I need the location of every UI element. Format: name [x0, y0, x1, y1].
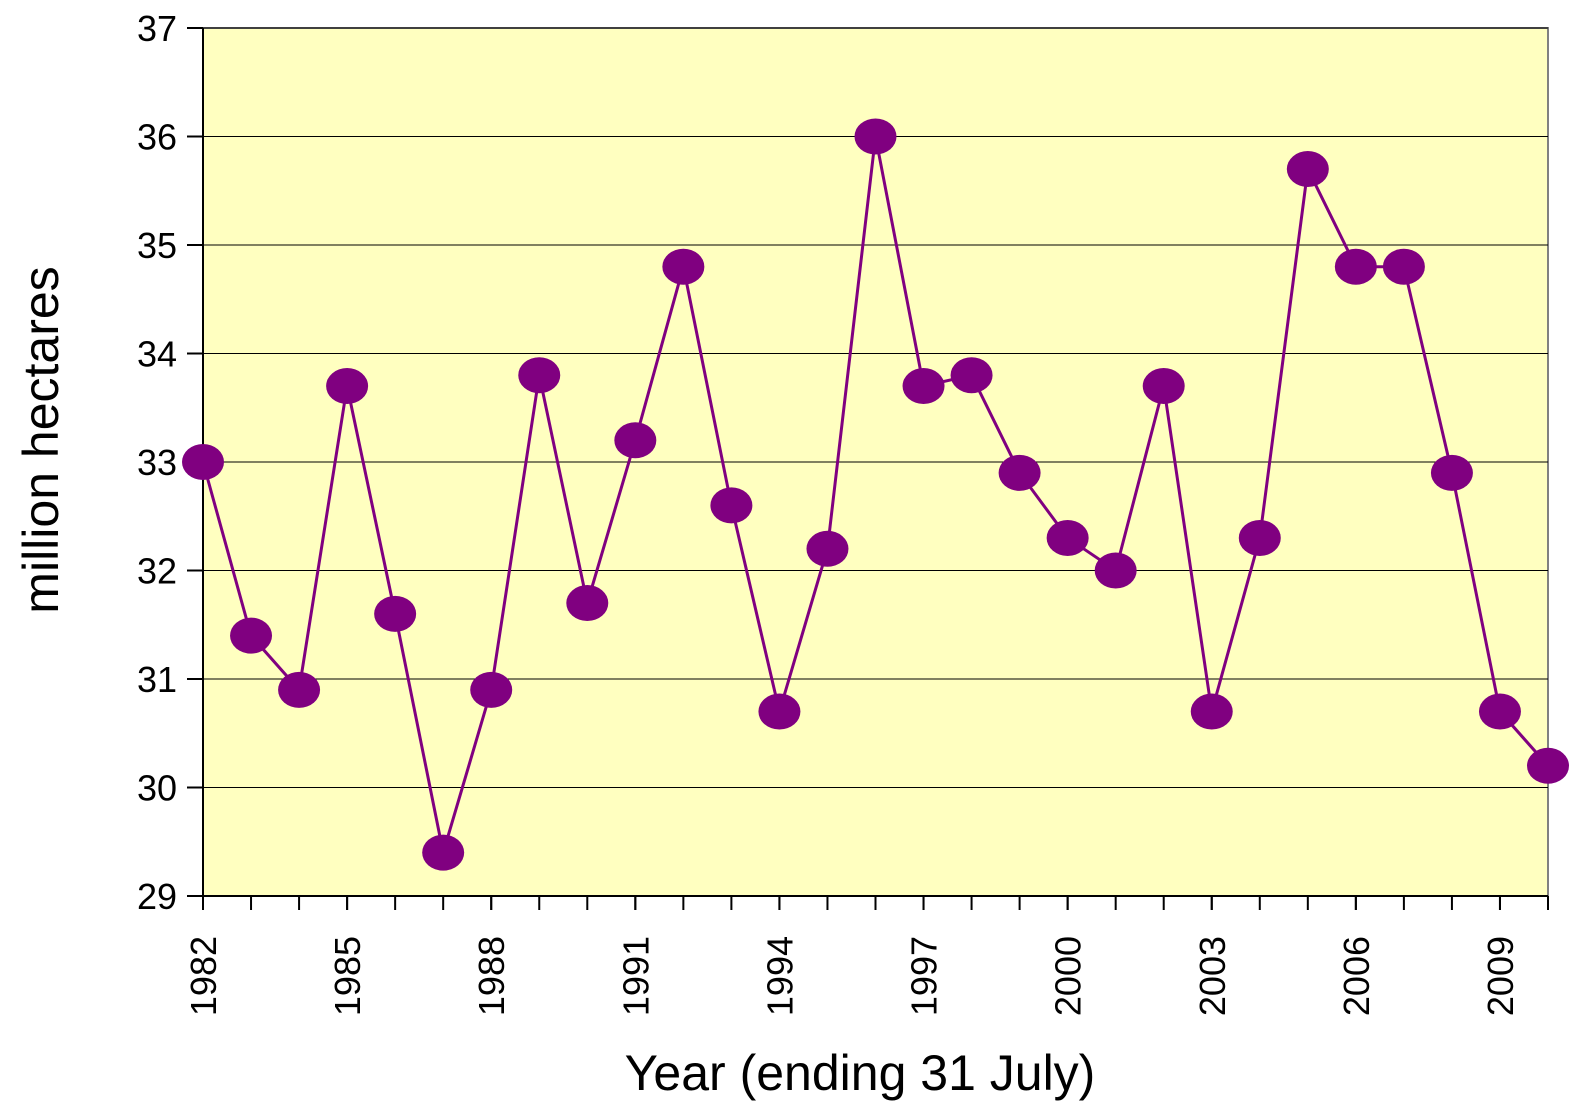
- data-point: [902, 368, 945, 405]
- data-point: [374, 595, 417, 632]
- data-point: [470, 671, 513, 708]
- data-point: [278, 671, 321, 708]
- data-point: [1382, 248, 1425, 285]
- y-tick-label: 34: [137, 334, 177, 375]
- x-tick-label: 1982: [183, 936, 224, 1016]
- data-point: [1238, 519, 1281, 556]
- data-point: [1334, 248, 1377, 285]
- y-tick-label: 33: [137, 442, 177, 483]
- data-point: [1142, 368, 1185, 405]
- x-tick-label: 2000: [1048, 936, 1089, 1016]
- data-point: [1527, 747, 1569, 784]
- x-axis-title: Year (ending 31 July): [625, 1045, 1096, 1101]
- data-point: [422, 834, 465, 871]
- data-point: [182, 444, 224, 480]
- y-tick-label: 32: [137, 551, 177, 592]
- data-point: [1094, 552, 1137, 589]
- data-point: [566, 585, 609, 622]
- data-point: [1478, 693, 1521, 730]
- data-point: [662, 248, 705, 285]
- y-tick-label: 30: [137, 768, 177, 809]
- y-tick-label: 31: [137, 659, 177, 700]
- data-point: [950, 357, 993, 394]
- data-point: [710, 487, 753, 524]
- data-point: [1190, 693, 1233, 730]
- data-point: [1430, 454, 1473, 491]
- data-point: [230, 617, 273, 654]
- x-tick-label: 1985: [327, 936, 368, 1016]
- data-point: [518, 357, 561, 394]
- y-tick-label: 37: [137, 8, 177, 49]
- x-tick-label: 2006: [1336, 936, 1377, 1016]
- data-point: [806, 530, 849, 567]
- x-tick-label: 1988: [471, 936, 512, 1016]
- data-point: [758, 693, 801, 730]
- y-tick-label: 29: [137, 876, 177, 917]
- data-point: [998, 454, 1041, 491]
- data-point: [1286, 151, 1329, 188]
- data-point: [854, 118, 897, 155]
- x-tick-label: 1997: [904, 936, 945, 1016]
- data-point: [326, 368, 369, 405]
- y-tick-label: 36: [137, 117, 177, 158]
- data-point: [1046, 519, 1089, 556]
- x-tick-label: 2003: [1192, 936, 1233, 1016]
- x-tick-label: 2009: [1480, 936, 1521, 1016]
- x-tick-label: 1991: [615, 936, 656, 1016]
- x-tick-label: 1994: [759, 936, 800, 1016]
- data-point: [614, 422, 657, 459]
- y-tick-label: 35: [137, 225, 177, 266]
- y-axis-title: million hectares: [13, 266, 69, 613]
